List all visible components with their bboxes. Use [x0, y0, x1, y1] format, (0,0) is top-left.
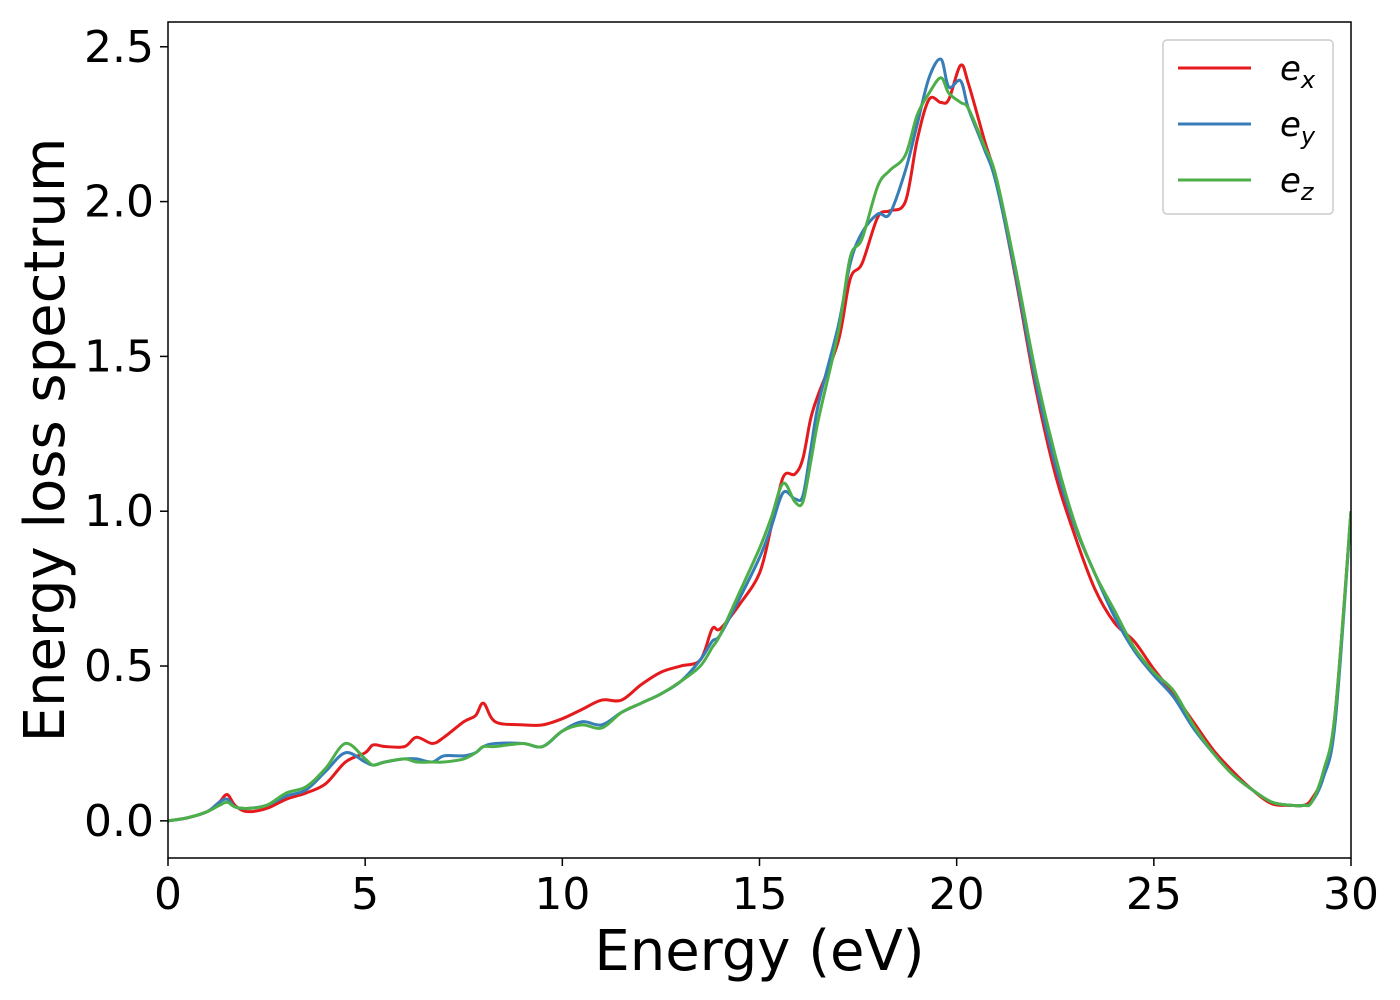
x-tick-label: 30 [1323, 869, 1379, 920]
x-axis: 0 5 10 15 20 25 30 [154, 858, 1379, 920]
series-line-e-z [168, 76, 1351, 823]
x-tick-label: 10 [534, 869, 590, 920]
x-tick-label: 25 [1126, 869, 1182, 920]
y-axis-label: Energy loss spectrum [13, 138, 78, 743]
y-tick-label: 2.5 [84, 22, 154, 73]
legend-label: ez [1280, 161, 1315, 206]
series-line-e-x [168, 63, 1351, 823]
y-tick-label: 0.0 [84, 796, 154, 847]
y-tick-label: 2.0 [84, 177, 154, 228]
y-tick-label: 1.5 [84, 331, 154, 382]
series-layer [168, 57, 1351, 823]
x-tick-label: 0 [154, 869, 182, 920]
x-tick-label: 5 [351, 869, 379, 920]
x-tick-label: 20 [929, 869, 985, 920]
y-tick-label: 0.5 [84, 641, 154, 692]
legend-label: ey [1280, 105, 1316, 150]
x-tick-label: 15 [732, 869, 788, 920]
y-axis: 0.0 0.5 1.0 1.5 2.0 2.5 [84, 22, 168, 847]
x-axis-label: Energy (eV) [594, 919, 924, 984]
legend-box [1162, 39, 1334, 215]
y-tick-label: 1.0 [84, 486, 154, 537]
legend: ex ey ez [1162, 39, 1334, 215]
legend-label: ex [1280, 49, 1316, 94]
